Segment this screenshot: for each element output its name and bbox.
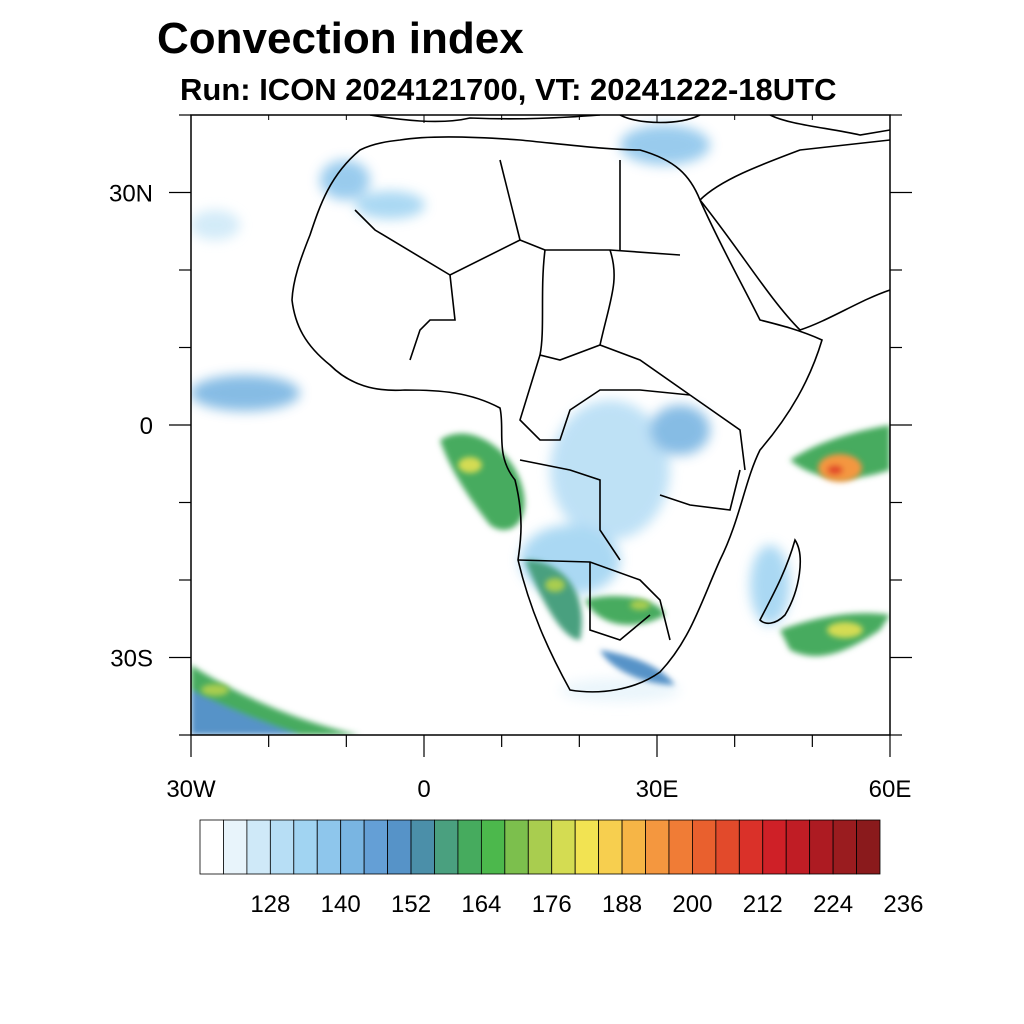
lon-tick-label: 30E — [636, 776, 679, 803]
lat-tick-label: 30N — [109, 181, 153, 208]
lon-tick-label: 30W — [166, 776, 216, 803]
lat-tick-label: 0 — [140, 413, 153, 440]
colorbar-label: 164 — [461, 891, 501, 918]
colorbar: 128 140 152 164 176 188 200 212 224 236 — [199, 819, 923, 918]
colorbar-swatch — [692, 819, 717, 875]
map-title: Convection index — [157, 14, 524, 63]
colorbar-swatch — [809, 819, 834, 875]
lat-tick-label: 30S — [110, 646, 153, 673]
colorbar-label: 200 — [672, 891, 712, 918]
colorbar-swatch — [785, 819, 811, 875]
colorbar-label: 224 — [813, 891, 853, 918]
colorbar-swatch — [574, 819, 600, 875]
colorbar-swatch — [621, 819, 646, 875]
colorbar-label: 128 — [250, 891, 290, 918]
colorbar-swatch — [363, 819, 388, 875]
colorbar-swatch — [410, 819, 435, 875]
colorbar-swatch — [269, 819, 295, 875]
colorbar-swatch — [387, 819, 412, 875]
colorbar-swatch — [645, 819, 670, 875]
map-frame — [190, 114, 891, 736]
colorbar-swatch — [246, 819, 271, 875]
colorbar-swatch — [598, 819, 623, 875]
colorbar-swatch — [832, 819, 857, 875]
colorbar-label: 212 — [743, 891, 783, 918]
colorbar-swatch — [316, 819, 342, 875]
colorbar-label: 188 — [602, 891, 642, 918]
lon-tick-label: 0 — [417, 776, 430, 803]
colorbar-swatch — [340, 819, 365, 875]
colorbar-swatch — [856, 819, 881, 875]
colorbar-swatch — [715, 819, 740, 875]
colorbar-swatch — [480, 819, 506, 875]
colorbar-swatch — [457, 819, 482, 875]
colorbar-swatch — [293, 819, 318, 875]
lon-tick-label: 60E — [869, 776, 912, 803]
map-subtitle: Run: ICON 2024121700, VT: 20241222-18UTC — [180, 72, 837, 107]
colorbar-label: 152 — [391, 891, 431, 918]
colorbar-swatch — [527, 819, 553, 875]
coastlines — [291, 115, 890, 693]
map-axes: 30W 0 30E 60E 30N 0 30S — [109, 114, 912, 803]
colorbar-swatch — [668, 819, 693, 875]
colorbar-swatch — [504, 819, 529, 875]
colorbar-swatch — [223, 819, 248, 875]
colorbar-label: 140 — [321, 891, 361, 918]
colorbar-swatch — [738, 819, 764, 875]
colorbar-label: 176 — [532, 891, 572, 918]
colorbar-swatch — [434, 819, 459, 875]
colorbar-label: 236 — [883, 891, 923, 918]
convection-field — [191, 125, 890, 735]
colorbar-swatch — [551, 819, 576, 875]
colorbar-swatch — [199, 819, 224, 875]
colorbar-swatch — [762, 819, 787, 875]
